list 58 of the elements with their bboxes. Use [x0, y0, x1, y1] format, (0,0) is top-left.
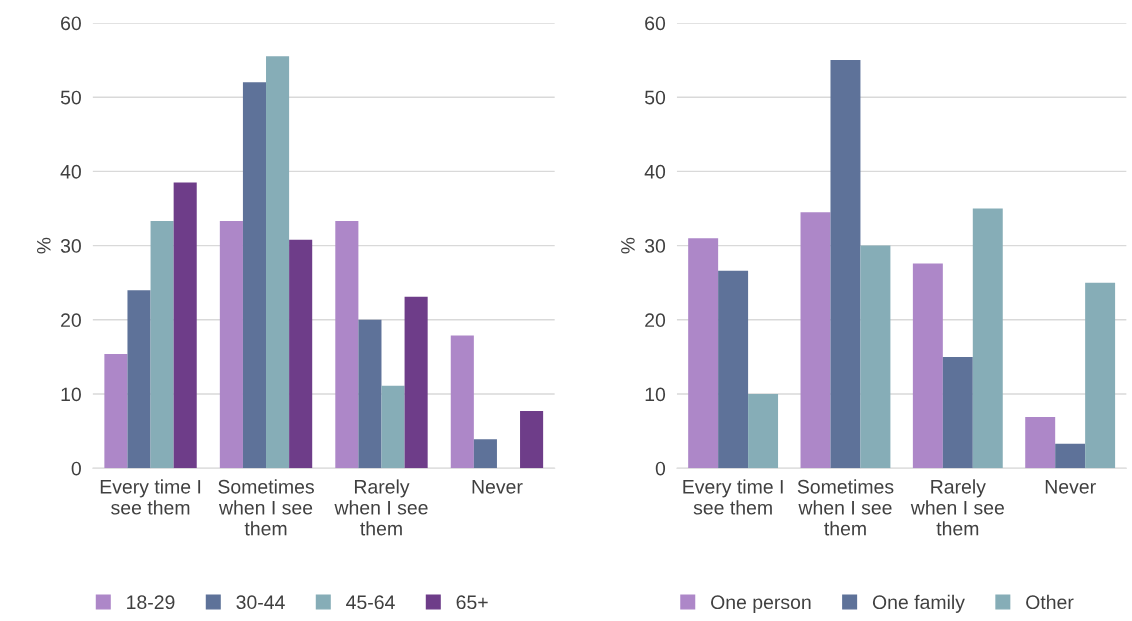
x-tick-label: Rarely when I see them	[334, 479, 428, 536]
y-tick-label: 0	[655, 461, 666, 476]
x-tick-label: Never	[1045, 480, 1096, 494]
bar	[912, 263, 943, 469]
bar	[150, 221, 174, 469]
y-tick-label: 50	[644, 90, 666, 105]
bar	[127, 290, 151, 469]
bar	[830, 60, 861, 469]
bar	[450, 335, 474, 469]
bar	[335, 221, 359, 469]
y-tick-label: 60	[61, 16, 81, 31]
bar	[688, 238, 719, 469]
bar	[748, 394, 779, 469]
y-tick-label: 20	[61, 313, 81, 328]
bar	[860, 245, 891, 469]
y-axis-title: %	[621, 237, 635, 254]
bar	[1085, 282, 1116, 469]
legend-label: One family	[872, 594, 965, 613]
y-tick-label: 30	[60, 239, 81, 253]
x-tick-label: Every time I see them	[683, 479, 783, 515]
x-tick-label: Every time I see them	[100, 479, 201, 515]
bar	[800, 212, 831, 469]
bar	[358, 319, 382, 469]
x-tick-label: Rarely when I see them	[910, 479, 1004, 536]
bar	[242, 82, 267, 469]
legend-label: 45-64	[346, 595, 395, 610]
legend-label: One person	[711, 595, 811, 613]
bar	[942, 356, 973, 469]
y-axis-title: %	[37, 237, 51, 254]
bar	[1055, 443, 1086, 469]
y-tick-label: 0	[71, 461, 81, 476]
y-tick-label: 40	[644, 164, 666, 179]
y-tick-label: 20	[645, 313, 666, 328]
legend-label: 65+	[456, 595, 488, 610]
y-tick-label: 60	[645, 16, 666, 31]
bar	[381, 385, 405, 469]
bar	[289, 239, 313, 469]
y-tick-label: 10	[645, 387, 666, 402]
bar	[104, 353, 128, 469]
bar	[473, 439, 497, 469]
bar	[1025, 417, 1056, 469]
x-tick-label: Never	[472, 480, 523, 494]
bar	[972, 208, 1003, 469]
bar	[404, 296, 428, 469]
x-tick-label: Sometimes when I see them	[797, 479, 894, 536]
bar	[520, 411, 544, 469]
y-tick-label: 30	[644, 239, 666, 253]
x-tick-label: Sometimes when I see them	[218, 479, 314, 536]
y-tick-label: 40	[60, 164, 81, 179]
bar	[219, 221, 243, 469]
y-tick-label: 10	[61, 387, 81, 402]
bar	[266, 56, 290, 469]
bar	[718, 270, 749, 469]
bar	[173, 182, 197, 469]
y-tick-label: 50	[60, 90, 81, 105]
legend-label: 30-44	[236, 595, 285, 610]
legend-label: Other	[1026, 594, 1074, 610]
legend-label: 18-29	[127, 595, 175, 610]
